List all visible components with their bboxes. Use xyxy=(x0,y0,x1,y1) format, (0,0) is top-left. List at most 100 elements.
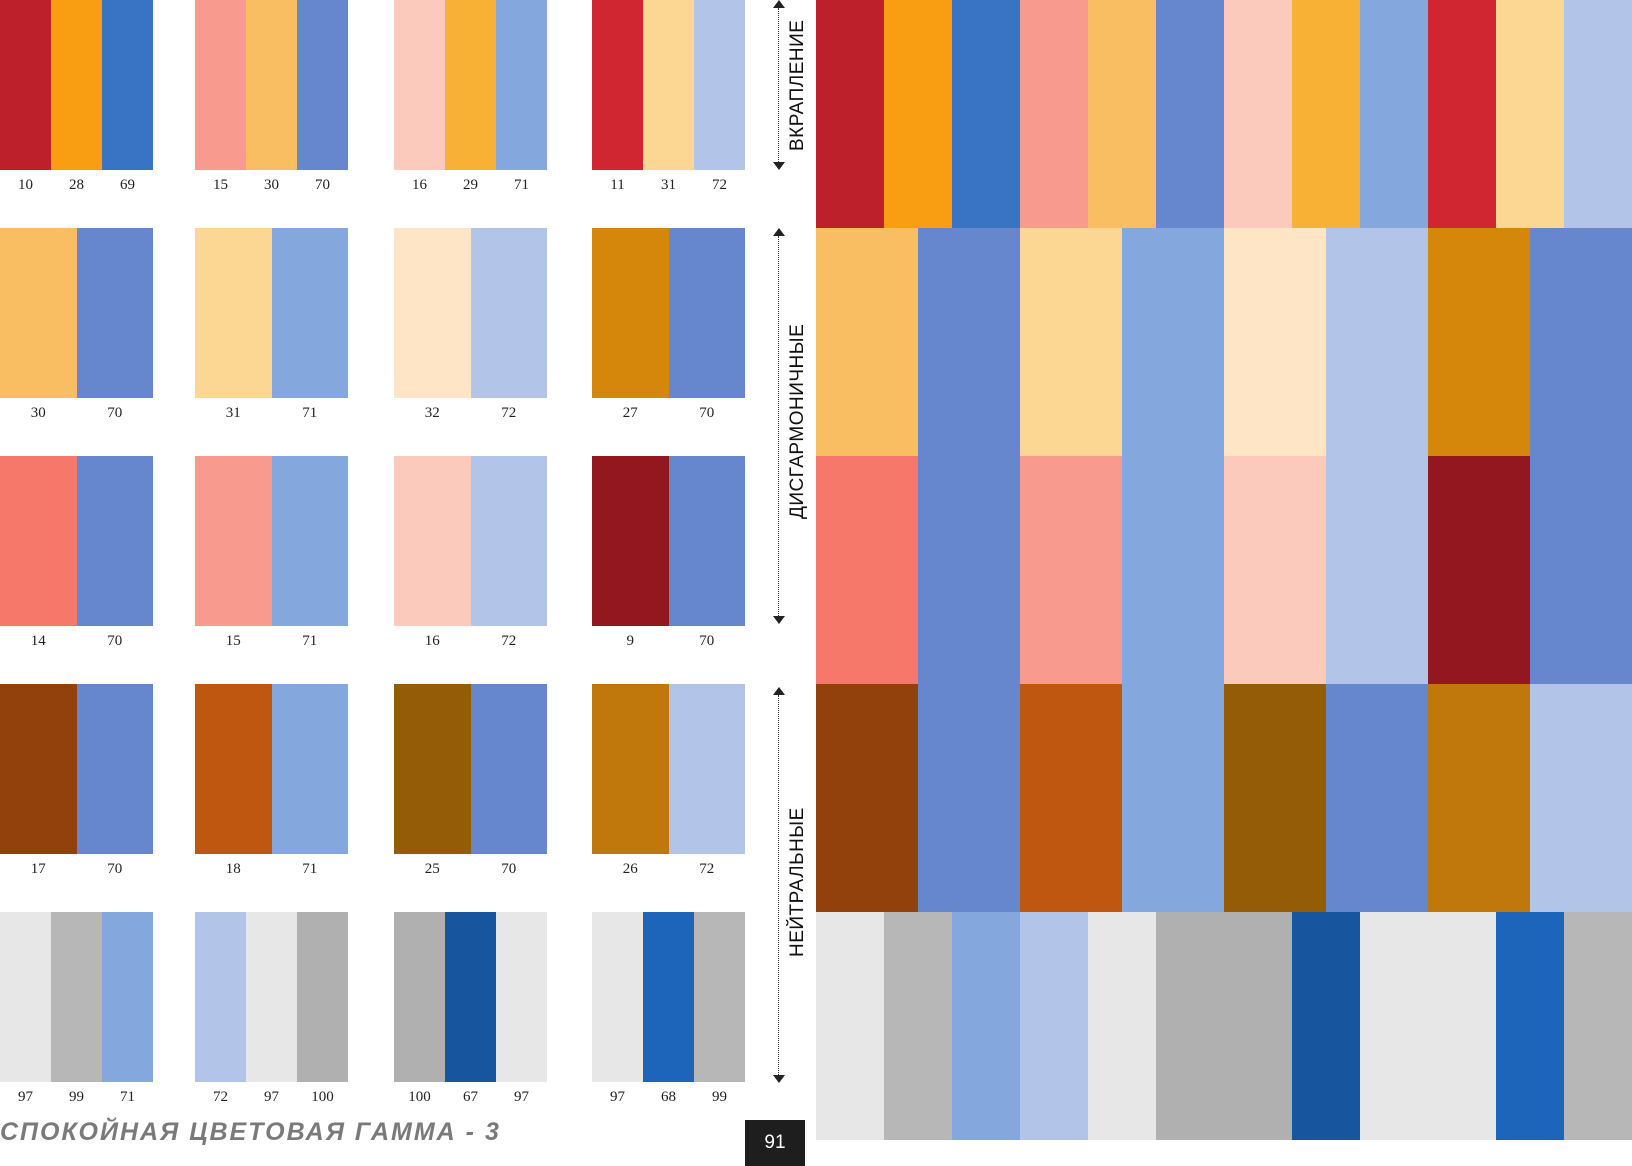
color-chip xyxy=(0,684,77,854)
color-code: 71 xyxy=(514,177,529,193)
color-code: 16 xyxy=(412,177,427,193)
color-chip xyxy=(445,912,496,1082)
preview-chip xyxy=(1292,0,1360,228)
color-code: 10 xyxy=(18,177,33,193)
preview-row xyxy=(816,228,1632,456)
color-chip xyxy=(668,456,745,626)
color-chip xyxy=(394,228,471,398)
color-code: 30 xyxy=(264,177,279,193)
color-code: 70 xyxy=(107,861,123,877)
color-chip xyxy=(76,228,153,398)
color-code: 17 xyxy=(30,861,46,877)
color-chip xyxy=(470,228,547,398)
color-code: 29 xyxy=(463,177,478,193)
color-code: 67 xyxy=(463,1089,478,1105)
color-code: 99 xyxy=(712,1089,727,1105)
color-chip xyxy=(0,456,77,626)
color-code: 100 xyxy=(311,1089,334,1105)
color-chip xyxy=(643,912,694,1082)
preview-chip xyxy=(1564,0,1632,228)
preview-chip xyxy=(1326,228,1428,456)
preview-chip xyxy=(1360,0,1428,228)
arrow-up-icon xyxy=(773,228,785,236)
preview-row xyxy=(816,912,1632,1140)
preview-chip xyxy=(952,0,1020,228)
preview-chip xyxy=(816,684,918,912)
color-code: 9 xyxy=(626,633,635,649)
swatch-group: 27 70 xyxy=(592,228,745,430)
swatch-group: 72 97 100 xyxy=(195,912,348,1114)
color-swatch xyxy=(0,228,153,398)
color-code: 70 xyxy=(107,633,123,649)
color-chip xyxy=(246,912,297,1082)
color-swatch xyxy=(394,0,547,170)
color-chip xyxy=(297,912,348,1082)
color-code: 69 xyxy=(120,177,135,193)
arrow-down-icon xyxy=(773,616,785,624)
color-chip xyxy=(271,456,348,626)
arrow-down-icon xyxy=(773,162,785,170)
color-codes: 30 70 xyxy=(0,404,153,422)
swatch-group: 16 29 71 xyxy=(394,0,547,202)
preview-chip xyxy=(1530,228,1632,456)
preview-row xyxy=(816,456,1632,684)
color-codes: 97 99 71 xyxy=(0,1088,153,1106)
color-chip xyxy=(51,0,102,170)
color-code: 72 xyxy=(699,861,715,877)
color-chip xyxy=(643,0,694,170)
preview-chip xyxy=(816,0,884,228)
color-chip xyxy=(496,912,547,1082)
color-chip xyxy=(394,684,471,854)
color-code: 72 xyxy=(501,633,517,649)
section-label-disgarmonichnye: ДИСГАРМОНИЧНЫЕ xyxy=(787,323,808,519)
swatch-group: 16 72 xyxy=(394,456,547,658)
preview-chip xyxy=(1122,228,1224,456)
color-codes: 27 70 xyxy=(592,404,745,422)
color-chip xyxy=(496,0,547,170)
swatch-group: 11 31 72 xyxy=(592,0,745,202)
color-chip xyxy=(195,228,272,398)
swatch-group: 26 72 xyxy=(592,684,745,886)
preview-chip xyxy=(918,684,1020,912)
preview-chip xyxy=(1020,684,1122,912)
color-chip xyxy=(668,228,745,398)
color-chip xyxy=(592,456,669,626)
preview-chip xyxy=(1122,456,1224,684)
swatch-group: 14 70 xyxy=(0,456,153,658)
arrow-up-icon xyxy=(773,687,785,695)
color-swatch xyxy=(592,456,745,626)
color-swatch xyxy=(592,228,745,398)
color-swatch xyxy=(592,0,745,170)
color-code: 97 xyxy=(610,1089,625,1105)
color-codes: 9 70 xyxy=(592,632,745,650)
color-chip xyxy=(470,456,547,626)
preview-chip xyxy=(1428,456,1530,684)
color-chip xyxy=(195,684,272,854)
color-code: 72 xyxy=(712,177,727,193)
color-chip xyxy=(592,912,643,1082)
page-title: СПОКОЙНАЯ ЦВЕТОВАЯ ГАММА - 3 xyxy=(0,1118,501,1146)
color-code: 71 xyxy=(302,633,318,649)
preview-chip xyxy=(1020,912,1088,1140)
color-code: 25 xyxy=(424,861,440,877)
preview-chip xyxy=(1156,912,1224,1140)
preview-chip xyxy=(1088,0,1156,228)
preview-chip xyxy=(1020,456,1122,684)
color-swatch xyxy=(592,912,745,1082)
color-chip xyxy=(694,912,745,1082)
color-chip xyxy=(76,456,153,626)
preview-chip xyxy=(1292,912,1360,1140)
color-code: 72 xyxy=(213,1089,228,1105)
color-code: 14 xyxy=(30,633,46,649)
color-code: 15 xyxy=(225,633,241,649)
color-swatch xyxy=(195,912,348,1082)
arrow-up-icon xyxy=(773,0,785,8)
section-divider-line xyxy=(778,236,780,616)
preview-row xyxy=(816,684,1632,912)
color-codes: 31 71 xyxy=(195,404,348,422)
section-divider-line xyxy=(778,695,780,1075)
color-codes: 32 72 xyxy=(394,404,547,422)
preview-chip xyxy=(1428,228,1530,456)
color-codes: 11 31 72 xyxy=(592,176,745,194)
